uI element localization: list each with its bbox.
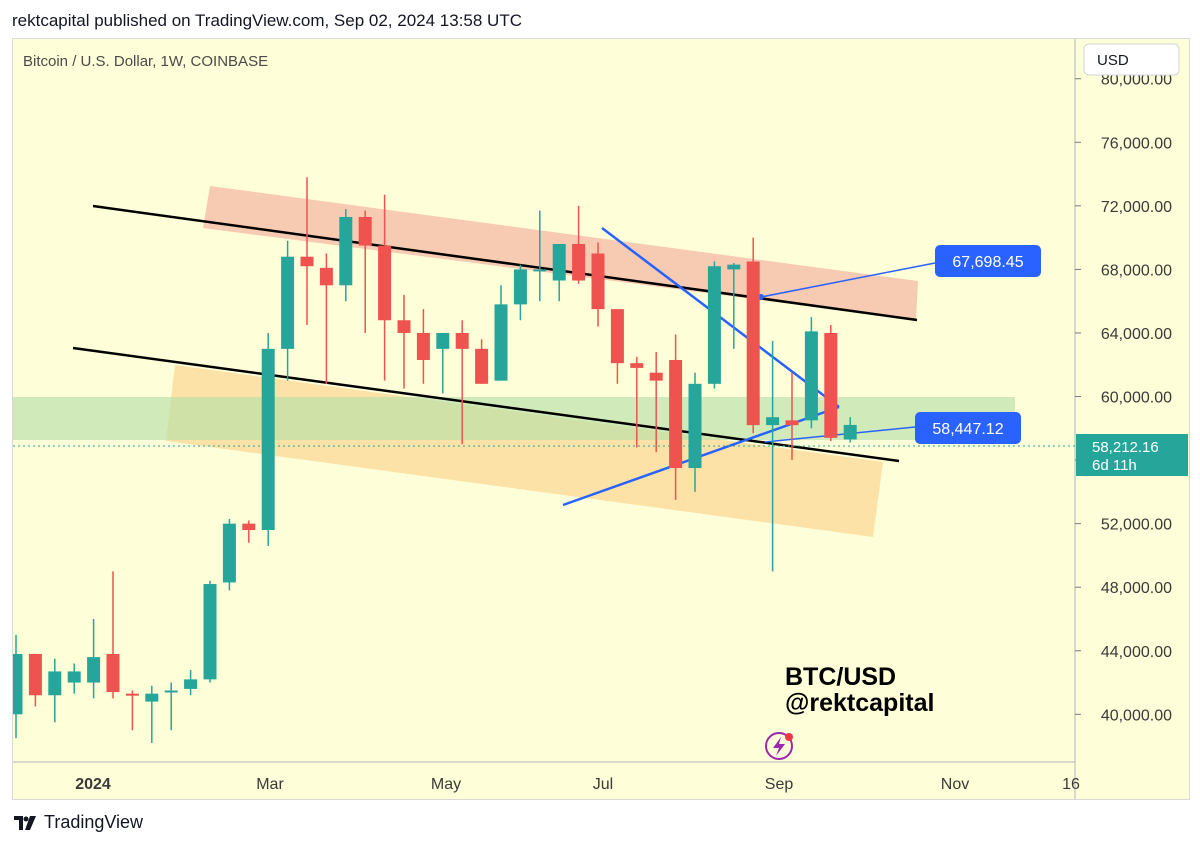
candle-body	[281, 256, 295, 349]
y-tick-label: 52,000.00	[1101, 517, 1172, 534]
candle-body	[746, 261, 760, 426]
y-tick-label: 44,000.00	[1101, 644, 1172, 661]
candle-body	[688, 383, 702, 469]
price-axis-ticks: 40,000.0044,000.0048,000.0052,000.0056,0…	[1075, 72, 1172, 724]
x-tick-label: Jul	[593, 776, 613, 793]
publish-header: rektcapital published on TradingView.com…	[12, 11, 522, 30]
chart-title: Bitcoin / U.S. Dollar, 1W, COINBASE	[23, 53, 268, 70]
chart-frame[interactable]: 40,000.0044,000.0048,000.0052,000.0056,0…	[12, 38, 1190, 800]
candle-body	[203, 584, 217, 680]
candle-body	[67, 671, 81, 683]
current-price-countdown: 6d 11h	[1092, 457, 1137, 474]
candle-body	[669, 359, 683, 469]
candle-body	[87, 657, 101, 683]
candle-body	[242, 523, 256, 531]
candle-body	[572, 243, 586, 281]
candle-body	[339, 216, 353, 286]
x-tick-label: 16	[1062, 776, 1080, 793]
candle-body	[494, 304, 508, 381]
candle-body	[164, 690, 178, 693]
candle-body	[184, 679, 198, 689]
candle-body	[145, 693, 159, 702]
candle-body	[436, 332, 450, 349]
candle-body	[416, 332, 430, 360]
candle-body	[455, 332, 469, 349]
lower-level-label-bg	[915, 412, 1021, 444]
watermark-handle: @rektcapital	[785, 689, 934, 717]
current-price-tag-bg	[1076, 434, 1188, 476]
candle-body	[13, 653, 23, 715]
candle-body	[378, 245, 392, 321]
y-tick-label: 60,000.00	[1101, 390, 1172, 407]
candle-body	[843, 424, 857, 440]
time-axis-ticks: 2024 Mar May Jul Sep Nov 16	[75, 776, 1080, 793]
lower-level-label: 58,447.12	[932, 421, 1003, 438]
candle-body	[707, 266, 721, 384]
candle-body	[766, 417, 780, 426]
x-tick-label: May	[431, 776, 461, 793]
x-tick-label: Sep	[765, 776, 794, 793]
candle-body	[552, 243, 566, 281]
candle-body	[533, 269, 547, 272]
watermark-pair: BTC/USD	[785, 663, 896, 691]
chart[interactable]: 40,000.0044,000.0048,000.0052,000.0056,0…	[13, 39, 1189, 799]
candle-body	[222, 523, 236, 583]
candle-body	[261, 348, 275, 531]
currency-button[interactable]: USD	[1097, 52, 1129, 69]
y-tick-label: 48,000.00	[1101, 580, 1172, 597]
tradingview-logo-icon[interactable]	[14, 815, 38, 830]
candles-group	[13, 177, 857, 743]
price-axis-background	[1075, 39, 1189, 799]
y-tick-label: 72,000.00	[1101, 199, 1172, 216]
upper-level-label-bg	[935, 245, 1041, 277]
y-tick-label: 80,000.00	[1101, 72, 1172, 89]
candle-body	[630, 363, 644, 368]
candle-body	[106, 653, 120, 693]
upper-level-label: 67,698.45	[952, 254, 1023, 271]
candle-body	[397, 320, 411, 333]
candle-body	[610, 309, 624, 364]
footer-brand: TradingView	[44, 812, 144, 832]
time-axis-background	[13, 762, 1075, 799]
x-tick-label: Nov	[941, 776, 969, 793]
candle-body	[591, 253, 605, 310]
x-tick-label: 2024	[75, 776, 111, 793]
candle-body	[727, 264, 741, 270]
y-tick-label: 76,000.00	[1101, 135, 1172, 152]
lower-channel-line	[72, 346, 900, 463]
candle-body	[804, 331, 818, 421]
current-price-value: 58,212.16	[1092, 439, 1159, 456]
candle-body	[319, 267, 333, 286]
candle-body	[785, 420, 799, 426]
candle-body	[125, 693, 139, 696]
candle-body	[649, 372, 663, 381]
y-tick-label: 68,000.00	[1101, 262, 1172, 279]
candle-body	[475, 348, 489, 384]
currency-button-bg[interactable]	[1083, 43, 1180, 76]
upper-level-connector	[760, 262, 936, 298]
candle-body	[513, 269, 527, 305]
lower-level-connector	[764, 426, 916, 443]
x-tick-label: Mar	[256, 776, 284, 793]
candle-body	[300, 256, 314, 267]
support-band	[13, 397, 1015, 440]
lightning-icon[interactable]	[765, 732, 793, 760]
y-tick-label: 64,000.00	[1101, 326, 1172, 343]
candle-body	[358, 216, 372, 246]
footer: TradingView	[14, 812, 143, 833]
y-tick-label: 40,000.00	[1101, 707, 1172, 724]
candle-body	[28, 653, 42, 696]
upper-channel-line	[92, 204, 918, 322]
candle-body	[48, 671, 62, 696]
candle-body	[824, 332, 838, 438]
